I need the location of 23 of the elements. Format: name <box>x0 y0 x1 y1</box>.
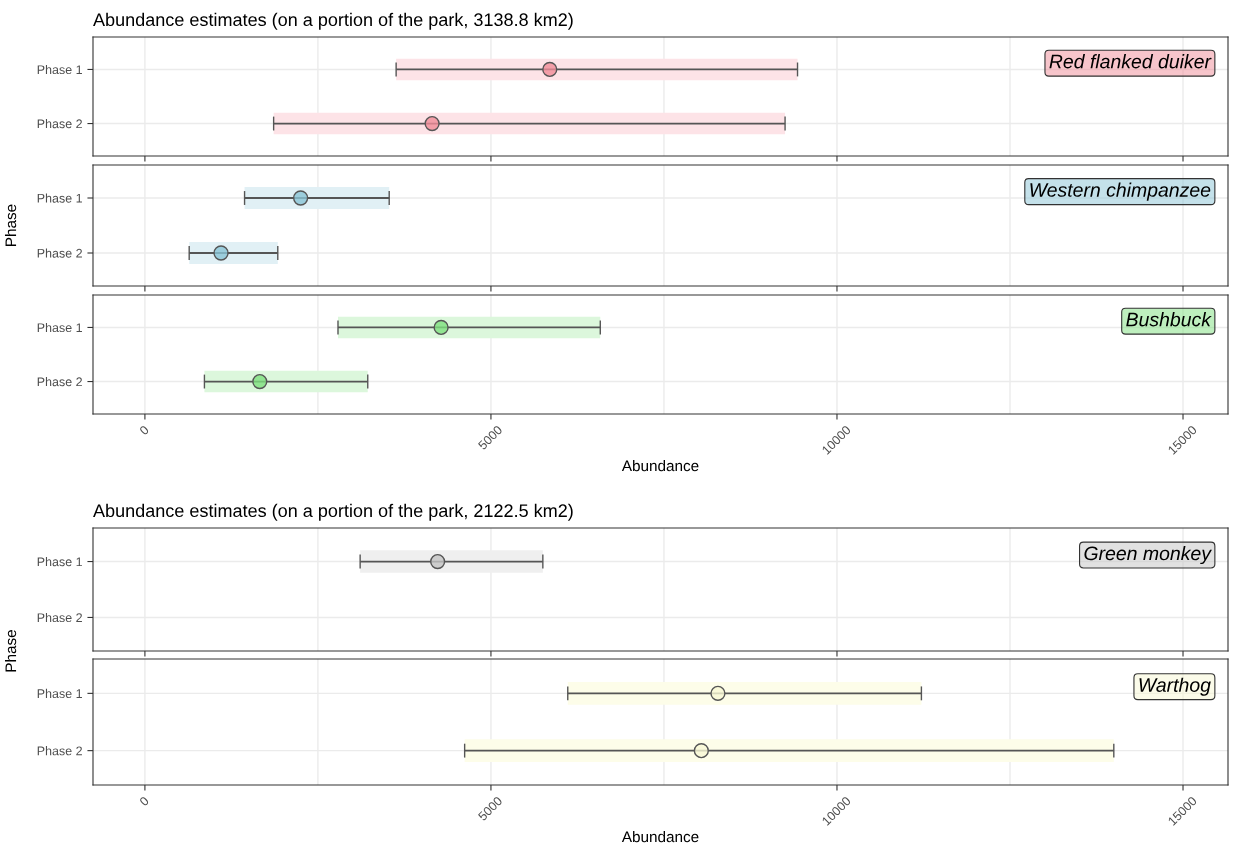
y-tick-label: Phase 2 <box>37 119 82 129</box>
y-tick-label: Phase 1 <box>37 64 82 75</box>
y-axis-title: Phase <box>4 204 17 246</box>
x-axis-title: Abundance <box>621 460 699 472</box>
annotation: Green monkey <box>1084 546 1212 565</box>
y-tick-label: Phase 1 <box>37 322 82 333</box>
y-tick-label: Phase 1 <box>37 688 82 699</box>
y-tick-label: Phase 2 <box>37 612 82 623</box>
y-tick-label: Phase 2 <box>37 377 82 387</box>
y-tick-label: Phase 2 <box>37 248 82 258</box>
chart-title: Abundance estimates (on a portion of the park, 2122.5 km2) <box>93 503 573 521</box>
y-tick-label: Phase 1 <box>37 557 82 567</box>
chart-title: Abundance estimates (on a portion of the park, 3138.8 km2) <box>93 12 573 30</box>
annotation: Warthog <box>1139 677 1211 696</box>
annotation: Western chimpanzee <box>1030 182 1211 201</box>
y-axis-title: Phase <box>4 630 17 672</box>
y-tick-label: Phase 1 <box>37 193 82 203</box>
y-tick-label: Phase 2 <box>37 746 82 756</box>
x-tick-label: 0 <box>138 796 150 807</box>
x-tick-label: 0 <box>138 425 150 436</box>
annotation: Red flanked duiker <box>1049 54 1212 69</box>
x-axis-title: Abundance <box>621 831 699 843</box>
annotation: Bushbuck <box>1126 312 1212 327</box>
